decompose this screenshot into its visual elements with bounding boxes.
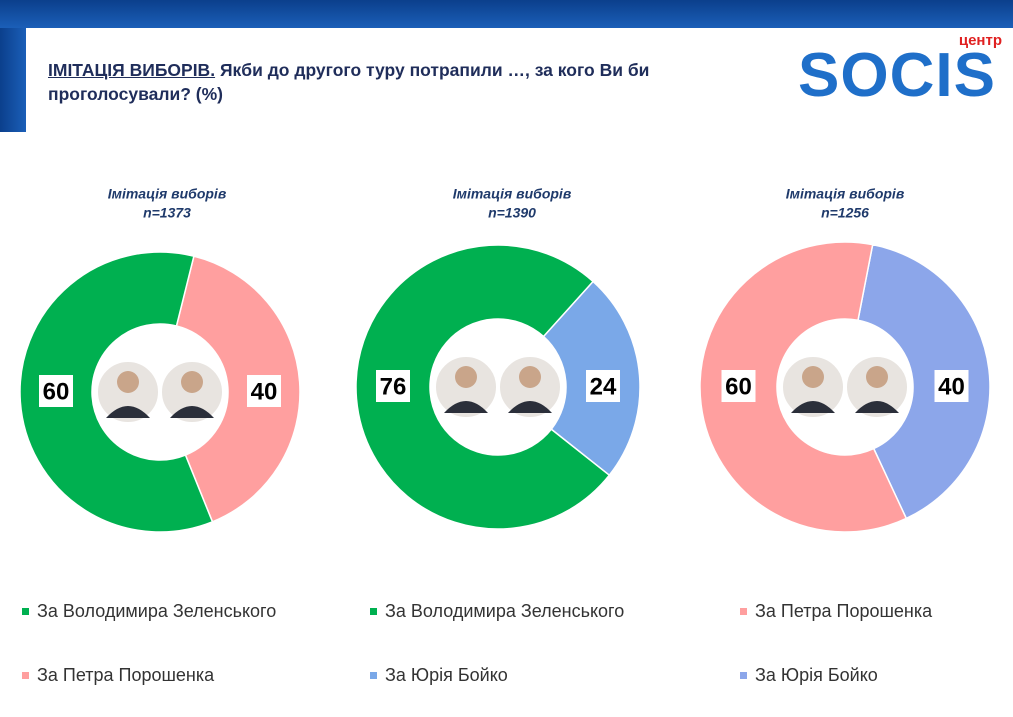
chart-title: Імітація виборів: [786, 186, 905, 202]
donut-segment: [355, 244, 611, 530]
portrait-body: [791, 401, 835, 413]
title-rest: Якби до другого туру потрапили …, за ког…: [48, 60, 650, 104]
legend-swatch: [740, 608, 747, 615]
donut-segment: [857, 243, 991, 520]
portrait-body: [106, 406, 150, 418]
value-label: 60: [43, 378, 70, 405]
portrait-body: [444, 401, 488, 413]
legend-swatch: [22, 672, 29, 679]
legend-swatch: [370, 672, 377, 679]
portrait-body: [508, 401, 552, 413]
value-label: 24: [590, 373, 617, 400]
title-lead: ІМІТАЦІЯ ВИБОРІВ.: [48, 60, 216, 80]
value-label: 40: [251, 378, 278, 405]
value-label-box: [586, 370, 620, 402]
portrait-head: [455, 366, 477, 388]
legend-swatch: [370, 608, 377, 615]
value-label-box: [247, 375, 281, 407]
value-label: 76: [380, 373, 407, 400]
chart-subtitle: n=1390: [488, 205, 536, 221]
top-bar: [0, 0, 1013, 28]
value-label-box: [721, 370, 756, 402]
portrait-head: [519, 366, 541, 388]
portrait-head: [117, 371, 139, 393]
legend-label: За Юрія Бойко: [755, 665, 878, 685]
page-title: ІМІТАЦІЯ ВИБОРІВ. Якби до другого туру п…: [48, 58, 758, 106]
legend-label: За Петра Порошенка: [755, 601, 933, 621]
logo-text: SOCIS: [798, 41, 996, 110]
legend-swatch: [22, 608, 29, 615]
value-label-box: [934, 370, 969, 402]
logo: центр SOCIS: [798, 30, 1008, 110]
legend-label: За Юрія Бойко: [385, 665, 508, 685]
value-label: 60: [725, 373, 752, 400]
donut-segment: [19, 251, 214, 533]
chart-title: Імітація виборів: [453, 186, 572, 202]
donut-segment: [175, 255, 301, 523]
logo-sub: центр: [958, 32, 1002, 49]
value-label-box: [39, 375, 73, 407]
donut-segment: [699, 241, 908, 533]
portrait-head: [181, 371, 203, 393]
portrait-body: [855, 401, 899, 413]
value-label: 40: [938, 373, 965, 400]
portrait-head: [866, 366, 888, 388]
portrait-head: [802, 366, 824, 388]
legend-swatch: [740, 672, 747, 679]
legend-label: За Володимира Зеленського: [37, 601, 276, 621]
value-label-box: [376, 370, 410, 402]
chart-subtitle: n=1256: [821, 205, 869, 221]
legend-label: За Володимира Зеленського: [385, 601, 624, 621]
side-bar: [0, 28, 26, 132]
portrait-body: [170, 406, 214, 418]
legend-label: За Петра Порошенка: [37, 665, 215, 685]
chart-title: Імітація виборів: [108, 186, 227, 202]
chart-subtitle: n=1373: [143, 205, 191, 221]
